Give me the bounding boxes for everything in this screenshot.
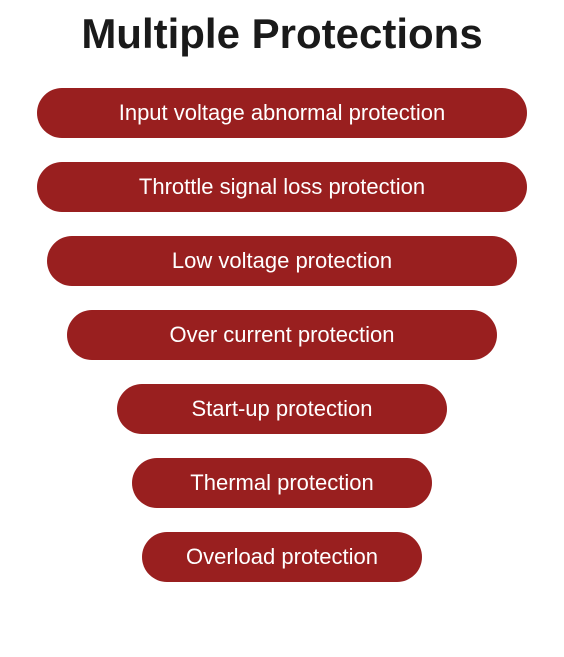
protection-pill: Throttle signal loss protection (37, 162, 527, 212)
page-title: Multiple Protections (81, 10, 482, 58)
protection-pill: Overload protection (142, 532, 422, 582)
pill-list: Input voltage abnormal protection Thrott… (0, 88, 564, 582)
protection-pill: Input voltage abnormal protection (37, 88, 527, 138)
protection-pill: Over current protection (67, 310, 497, 360)
protection-pill: Low voltage protection (47, 236, 517, 286)
protection-pill: Start-up protection (117, 384, 447, 434)
protection-pill: Thermal protection (132, 458, 432, 508)
